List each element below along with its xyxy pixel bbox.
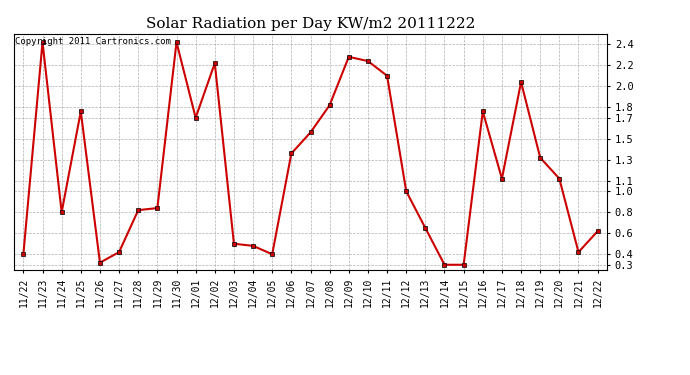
Title: Solar Radiation per Day KW/m2 20111222: Solar Radiation per Day KW/m2 20111222 (146, 17, 475, 31)
Text: Copyright 2011 Cartronics.com: Copyright 2011 Cartronics.com (15, 37, 171, 46)
